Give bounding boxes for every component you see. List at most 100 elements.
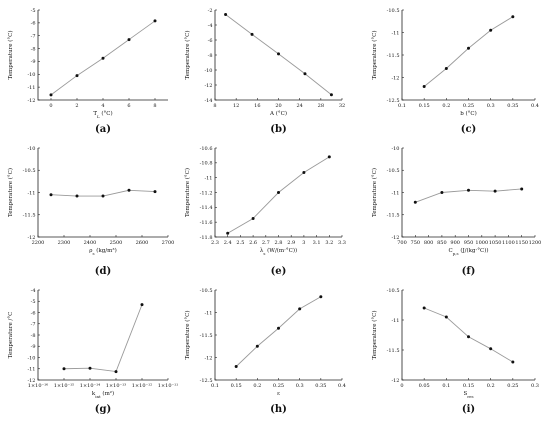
x-tick-label: 0.15 [463, 383, 474, 389]
x-tick-label: 2.7 [262, 240, 270, 246]
axes-d [37, 148, 168, 238]
x-tick-label: 2.4 [224, 240, 232, 246]
y-tick-label: -9 [31, 344, 36, 350]
panel-caption: (f) [462, 266, 476, 277]
axes-i [401, 290, 535, 381]
series-line-c [423, 16, 514, 87]
y-tick-label: -11 [27, 190, 35, 196]
y-tick-label: -11 [27, 367, 35, 373]
y-axis-label: Temperature (°C) [371, 168, 378, 217]
x-tick-label: 1×10⁻¹⁵ [54, 383, 74, 389]
x-tick-label: 2200 [32, 240, 45, 246]
x-tick-label: 2300 [58, 240, 71, 246]
y-tick-label: -11.5 [387, 348, 400, 354]
data-point [153, 190, 157, 194]
y-tick-label: -5 [31, 8, 36, 14]
x-tick-label: 0.4 [531, 103, 539, 109]
x-tick-label: 0.2 [442, 103, 450, 109]
x-axis-label-subscript: int [95, 394, 101, 399]
x-tick-label: 2500 [110, 240, 123, 246]
x-tick-label: 2700 [162, 240, 175, 246]
panel-h: 0.1 0.15 0.2 0.25 0.3 0.35 0.4 -10.5 -11 -11.5 -12… [184, 288, 346, 415]
x-tick-label: 0.15 [419, 103, 430, 109]
x-tick-label: 3 [302, 240, 305, 246]
x-tick-label: 2400 [84, 240, 97, 246]
data-point [422, 85, 426, 88]
x-tick-label: 0.2 [253, 383, 261, 389]
x-tick-label: 0.3 [531, 383, 539, 389]
y-tick-label: -10.8 [200, 161, 213, 167]
panel-caption: (h) [270, 404, 287, 415]
y-tick-label: -11 [27, 85, 35, 91]
data-point [101, 194, 105, 198]
x-axis-label-main: ε [277, 391, 280, 397]
x-tick-label: 0.25 [463, 103, 474, 109]
panel-caption: (d) [95, 266, 111, 277]
y-axis-label: Temperature (°C) [7, 168, 14, 217]
x-tick-label: 3.1 [313, 240, 321, 246]
data-point [224, 13, 228, 16]
x-axis-label-main: C [448, 248, 452, 254]
y-tick-label: -12.5 [200, 378, 213, 384]
data-point [302, 170, 306, 174]
y-axis-label: Temperature (°C) [371, 310, 378, 359]
data-point [277, 52, 280, 56]
y-tick-label: -6 [208, 38, 213, 44]
x-tick-label: 800 [424, 240, 434, 246]
data-point [49, 193, 53, 197]
data-point [153, 19, 157, 23]
x-tick-label: 1050 [489, 240, 502, 246]
y-tick-label: -11 [391, 190, 399, 196]
x-tick-label: 6 [127, 103, 130, 109]
data-point [101, 56, 105, 60]
x-axis-label-main: S [463, 391, 467, 397]
y-tick-label: -11 [391, 30, 399, 36]
y-tick-label: -12 [204, 355, 212, 361]
x-tick-label: 28 [318, 103, 324, 109]
data-point [298, 307, 302, 311]
data-point [444, 67, 448, 70]
x-axis-label-main: A (°C) [269, 110, 287, 117]
x-axis-label: kint (m²) [92, 390, 114, 399]
panel-e: 2.3 2.4 2.5 2.6 2.7 2.8 2.9 3 3.1 3.2 3.3 -10.6 -10.… [184, 146, 346, 277]
panel-caption: (a) [95, 124, 111, 135]
x-tick-label: 1×10⁻¹⁶ [28, 383, 48, 389]
data-point [493, 189, 497, 193]
x-tick-label: 1150 [515, 240, 528, 246]
data-point [327, 155, 331, 159]
data-point [329, 93, 333, 97]
x-tick-label: 0 [400, 383, 403, 389]
x-tick-label: 20 [275, 103, 281, 109]
x-tick-label: 16 [254, 103, 260, 109]
x-tick-label: 8 [153, 103, 156, 109]
y-tick-label: -12 [27, 235, 35, 241]
panel-a: 0 2 4 6 8 -5 -6 -7 -8 -9 -10 -11 -12 Temperature (°C)… [7, 8, 168, 135]
axes-f [401, 148, 535, 238]
data-point [127, 188, 131, 192]
y-tick-label: -7 [31, 34, 36, 40]
data-point [255, 344, 259, 348]
data-point [75, 194, 79, 198]
y-tick-label: -12 [391, 75, 399, 81]
y-tick-label: -10.5 [23, 168, 36, 174]
x-axis-label-unit: (W/(m·°C)) [265, 247, 297, 254]
data-point [251, 216, 255, 220]
x-tick-label: 0.35 [315, 383, 326, 389]
x-tick-label: 1000 [475, 240, 488, 246]
x-tick-label: 1100 [502, 240, 515, 246]
x-axis-label: λs (W/(m·°C)) [260, 247, 297, 256]
data-point [467, 188, 470, 192]
data-point [303, 72, 307, 76]
x-tick-label: 700 [397, 240, 407, 246]
series-line-h [235, 296, 322, 367]
x-tick-label: 2.6 [249, 240, 257, 246]
data-point [511, 360, 515, 364]
data-point [127, 38, 131, 42]
axes-g [37, 290, 168, 381]
x-tick-label: 2600 [136, 240, 149, 246]
panel-c: 0.1 0.15 0.2 0.25 0.3 0.35 0.4 -10.5 -11 -11.5 -12… [371, 8, 539, 135]
panel-caption: (b) [270, 124, 286, 135]
x-tick-label: 1200 [529, 240, 542, 246]
data-point [88, 366, 92, 370]
